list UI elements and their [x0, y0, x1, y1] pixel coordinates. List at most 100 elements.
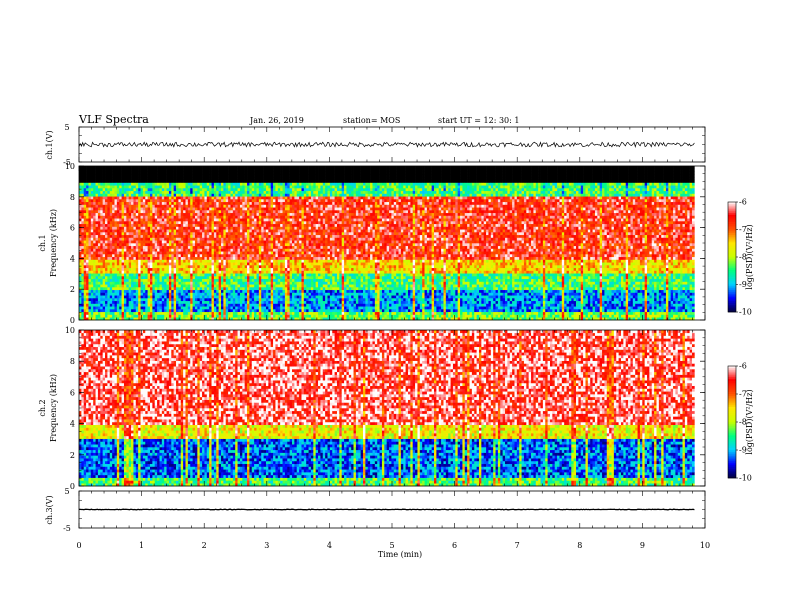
spectrogram-cell — [280, 251, 283, 255]
spectrogram-cell — [256, 190, 260, 194]
spectrogram-cell — [280, 270, 283, 274]
spectrogram-cell — [261, 311, 264, 315]
spectrogram-cell — [202, 243, 205, 247]
spectrogram-cell — [126, 185, 130, 189]
spectrogram-cell — [218, 267, 222, 271]
spectrogram-cell — [202, 317, 205, 321]
spectrogram-cell — [213, 232, 217, 236]
spectrogram-cell — [251, 256, 255, 260]
spectrogram-cell — [83, 243, 87, 247]
spectrogram-cell — [114, 281, 118, 285]
spectrogram-cell — [204, 256, 208, 260]
spectrogram-cell — [123, 295, 127, 299]
spectrogram-cell — [147, 218, 151, 222]
spectrogram-cell — [221, 273, 224, 277]
spectrogram-cell — [131, 254, 134, 258]
spectrogram-cell — [114, 218, 118, 222]
spectrogram-cell — [213, 182, 217, 186]
spectrogram-cell — [164, 306, 167, 310]
spectrogram-cell — [194, 234, 198, 238]
spectrogram-cell — [102, 248, 106, 252]
spectrogram-cell — [265, 270, 269, 274]
spectrogram-cell — [93, 251, 96, 255]
spectrogram-cell — [280, 243, 283, 247]
spectrogram-cell — [157, 218, 160, 222]
spectrogram-cell — [247, 171, 250, 175]
spectrogram-cell — [192, 193, 196, 197]
spectrogram-cell — [109, 223, 113, 227]
spectrogram-cell — [216, 243, 219, 247]
spectrogram-cell — [83, 221, 87, 225]
spectrogram-cell — [187, 306, 191, 310]
spectrogram-cell — [211, 248, 215, 252]
spectrogram-cell — [126, 210, 130, 214]
spectrogram-cell — [239, 281, 243, 285]
spectrogram-cell — [159, 243, 163, 247]
spectrogram-cell — [282, 292, 286, 296]
spectrogram-cell — [90, 248, 94, 252]
spectrogram-cell — [154, 306, 158, 310]
spectrogram-cell — [265, 229, 269, 233]
spectrogram-cell — [180, 295, 184, 299]
spectrogram-cell — [119, 309, 122, 313]
spectrogram-cell — [86, 295, 89, 299]
spectrogram-cell — [88, 232, 92, 236]
spectrogram-cell — [109, 193, 113, 197]
spectrogram-cell — [88, 218, 92, 222]
spectrogram-cell — [152, 207, 156, 211]
spectrogram-cell — [138, 317, 141, 321]
spectrogram-cell — [90, 234, 94, 238]
spectrogram-cell — [194, 174, 198, 178]
spectrogram-cell — [180, 207, 184, 211]
spectrogram-cell — [280, 276, 283, 280]
spectrogram-cell — [133, 284, 137, 288]
spectrogram-cell — [261, 248, 264, 252]
spectrogram-cell — [150, 212, 153, 216]
spectrogram-cell — [223, 215, 227, 219]
spectrogram-cell — [247, 185, 250, 189]
spectrogram-cell — [138, 289, 141, 293]
spectrogram-cell — [190, 223, 193, 227]
spectrogram-cell — [140, 287, 144, 291]
spectrogram-cell — [192, 207, 196, 211]
spectrogram-cell — [251, 218, 255, 222]
spectrogram-cell — [100, 210, 103, 214]
spectrogram-cell — [256, 166, 260, 170]
spectrogram-cell — [173, 298, 177, 302]
spectrogram-cell — [152, 256, 156, 260]
spectrogram-cell — [83, 251, 87, 255]
spectrogram-cell — [221, 248, 224, 252]
spectrogram-cell — [176, 251, 179, 255]
spectrogram-cell — [206, 234, 210, 238]
spectrogram-cell — [97, 254, 101, 258]
spectrogram-cell — [185, 223, 189, 227]
spectrogram-cell — [171, 182, 174, 186]
spectrogram-cell — [178, 311, 182, 315]
spectrogram-cell — [116, 193, 120, 197]
spectrogram-cell — [280, 254, 283, 258]
spectrogram-cell — [204, 276, 208, 280]
spectrogram-cell — [251, 276, 255, 280]
spectrogram-cell — [213, 267, 217, 271]
spectrogram-cell — [119, 190, 122, 194]
spectrogram-cell — [258, 182, 262, 186]
spectrogram-cell — [145, 221, 148, 225]
spectrogram-cell — [159, 273, 163, 277]
spectrogram-cell — [204, 309, 208, 313]
spectrogram-cell — [121, 237, 125, 241]
spectrogram-cell — [183, 215, 186, 219]
spectrogram-cell — [235, 210, 238, 214]
spectrogram-cell — [81, 166, 85, 170]
spectrogram-cell — [275, 179, 279, 183]
spectrogram-cell — [194, 298, 198, 302]
spectrogram-cell — [242, 218, 245, 222]
spectrogram-cell — [126, 251, 130, 255]
spectrogram-cell — [216, 237, 219, 241]
spectrogram-cell — [192, 300, 196, 304]
spectrogram-cell — [131, 199, 134, 203]
spectrogram-cell — [147, 240, 151, 244]
spectrogram-cell — [93, 254, 96, 258]
spectrogram-cell — [121, 171, 125, 175]
spectrogram-cell — [185, 221, 189, 225]
spectrogram-cell — [152, 166, 156, 170]
